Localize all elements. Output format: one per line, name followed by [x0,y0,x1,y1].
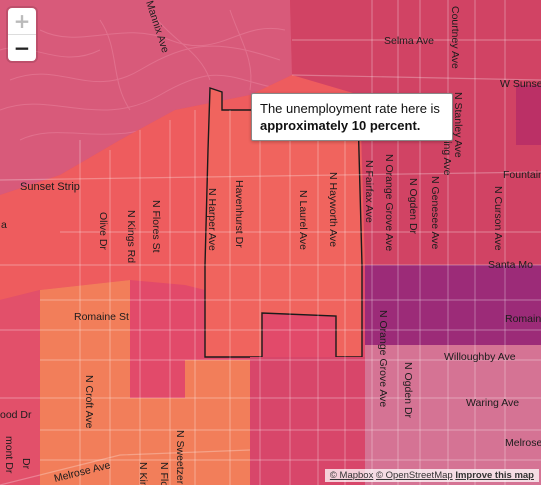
region-lower-left[interactable] [0,290,40,485]
label-olive: Olive Dr [97,212,109,250]
label-n-ogden-bot: N Ogden Dr [402,362,414,419]
tooltip-value: approximately 10 percent. [260,118,421,133]
zoom-control: + − [8,8,36,61]
label-n-kings: N Kings Rd [125,210,137,263]
label-waring: Waring Ave [466,397,519,409]
label-n-harper: N Harper Ave [206,188,218,251]
mapbox-link[interactable]: © Mapbox [329,470,374,481]
region-orange[interactable] [40,280,250,485]
tooltip-text: The unemployment rate here is [260,101,440,116]
label-havenhurst: Havenhurst Dr [233,180,245,248]
label-n-orange-grove-bot: N Orange Grove Ave [377,310,389,407]
osm-link[interactable]: © OpenStreetMap [375,470,453,481]
label-n-hayworth: N Hayworth Ave [327,172,339,247]
improve-map-link[interactable]: Improve this map [455,470,534,481]
label-sweetzer: N Sweetzer Ave [174,430,186,485]
label-n-curson: N Curson Ave [492,186,504,251]
label-n-orange-grove-top: N Orange Grove Ave [383,154,395,251]
region-hills[interactable] [0,0,292,195]
label-left-a: a [1,219,7,231]
region-lower-right[interactable] [365,345,541,485]
label-left-ood: ood Dr [0,409,32,421]
label-romaine-right: Romaine [505,313,541,325]
region-right-accent [516,85,541,145]
map-attribution: © Mapbox © OpenStreetMap Improve this ma… [324,469,539,482]
label-n-laurel: N Laurel Ave [297,190,309,250]
label-n-flores: N Flores St [150,200,162,253]
label-santa-monica: Santa Mo [488,259,533,271]
label-left-dr: Dr [20,458,32,470]
map-tooltip: The unemployment rate here is approximat… [251,93,453,141]
region-purple[interactable] [365,265,541,345]
label-selma: Selma Ave [384,35,434,47]
label-left-mont: mont Dr [3,436,15,474]
zoom-out-button[interactable]: − [13,36,31,60]
label-n-kin: N Kin [137,462,149,485]
label-willoughby: Willoughby Ave [444,351,516,363]
label-n-ogden-top: N Ogden Dr [407,178,419,235]
label-n-flo: N Flo [158,462,170,485]
label-n-croft: N Croft Ave [83,375,95,429]
label-fountain: Fountain [503,169,541,181]
label-courtney: Courtney Ave [449,6,461,69]
zoom-in-button[interactable]: + [8,8,36,35]
label-melrose-right: Melrose [505,437,541,449]
label-w-sunset: W Sunse [500,78,541,90]
region-lower-mid[interactable] [250,357,365,485]
label-n-genesee: N Genesee Ave [429,176,441,250]
label-n-fairfax: N Fairfax Ave [363,160,375,223]
label-sunset-strip: Sunset Strip [20,181,80,193]
label-n-stanley: N Stanley Ave [452,92,464,158]
label-romaine-left: Romaine St [74,311,129,323]
